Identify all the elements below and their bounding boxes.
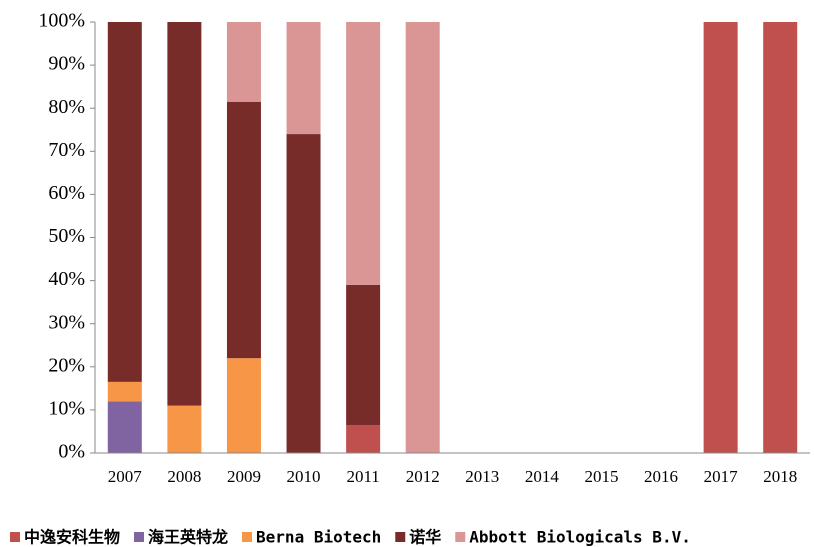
x-tick-label: 2015 bbox=[584, 467, 618, 486]
bar-segment bbox=[346, 22, 381, 285]
x-tick-label: 2010 bbox=[287, 467, 321, 486]
x-tick-label: 2012 bbox=[406, 467, 440, 486]
y-tick-label: 70% bbox=[48, 139, 85, 161]
y-tick-label: 30% bbox=[48, 311, 85, 333]
legend-swatch bbox=[10, 532, 20, 542]
y-tick-label: 60% bbox=[48, 182, 85, 204]
x-tick-label: 2011 bbox=[346, 467, 379, 486]
bar-segment bbox=[167, 22, 202, 406]
x-tick-label: 2013 bbox=[465, 467, 499, 486]
y-tick-label: 40% bbox=[48, 268, 85, 290]
y-tick-label: 0% bbox=[58, 441, 85, 463]
legend-label: 诺华 bbox=[409, 528, 441, 547]
x-tick-label: 2016 bbox=[644, 467, 678, 486]
legend-swatch bbox=[455, 532, 466, 542]
y-tick-label: 50% bbox=[48, 225, 85, 247]
bar-segment bbox=[226, 358, 261, 453]
legend-label: Berna Biotech bbox=[256, 528, 381, 547]
legend-label: 中逸安科生物 bbox=[24, 528, 120, 547]
y-tick-label: 20% bbox=[48, 354, 85, 376]
x-tick-label: 2014 bbox=[525, 467, 560, 486]
legend-label: Abbott Biologicals B.V. bbox=[469, 528, 691, 547]
x-tick-label: 2008 bbox=[167, 467, 201, 486]
legend-swatch bbox=[134, 532, 145, 542]
bar-segment bbox=[226, 22, 261, 102]
bar-segment bbox=[346, 284, 381, 425]
legend-swatch bbox=[242, 532, 253, 542]
y-tick-label: 100% bbox=[38, 10, 85, 32]
x-tick-label: 2018 bbox=[763, 467, 797, 486]
bar-segment bbox=[107, 401, 142, 453]
bar-segment bbox=[107, 381, 142, 402]
y-tick-label: 80% bbox=[48, 96, 85, 118]
bar-segment bbox=[286, 134, 321, 453]
x-tick-label: 2007 bbox=[108, 467, 143, 486]
bar-segment bbox=[703, 22, 738, 453]
bar-segment bbox=[405, 22, 440, 453]
x-tick-label: 2017 bbox=[704, 467, 739, 486]
y-tick-label: 10% bbox=[48, 397, 85, 419]
bar-segment bbox=[107, 22, 142, 382]
bar-segment bbox=[226, 101, 261, 359]
bar-segment bbox=[167, 405, 202, 453]
bar-segment bbox=[346, 424, 381, 453]
bar-segment bbox=[763, 22, 798, 453]
legend-swatch bbox=[395, 532, 406, 542]
x-tick-label: 2009 bbox=[227, 467, 261, 486]
bar-segment bbox=[286, 22, 321, 135]
legend-label: 海王英特龙 bbox=[148, 528, 228, 547]
y-tick-label: 90% bbox=[48, 53, 85, 75]
